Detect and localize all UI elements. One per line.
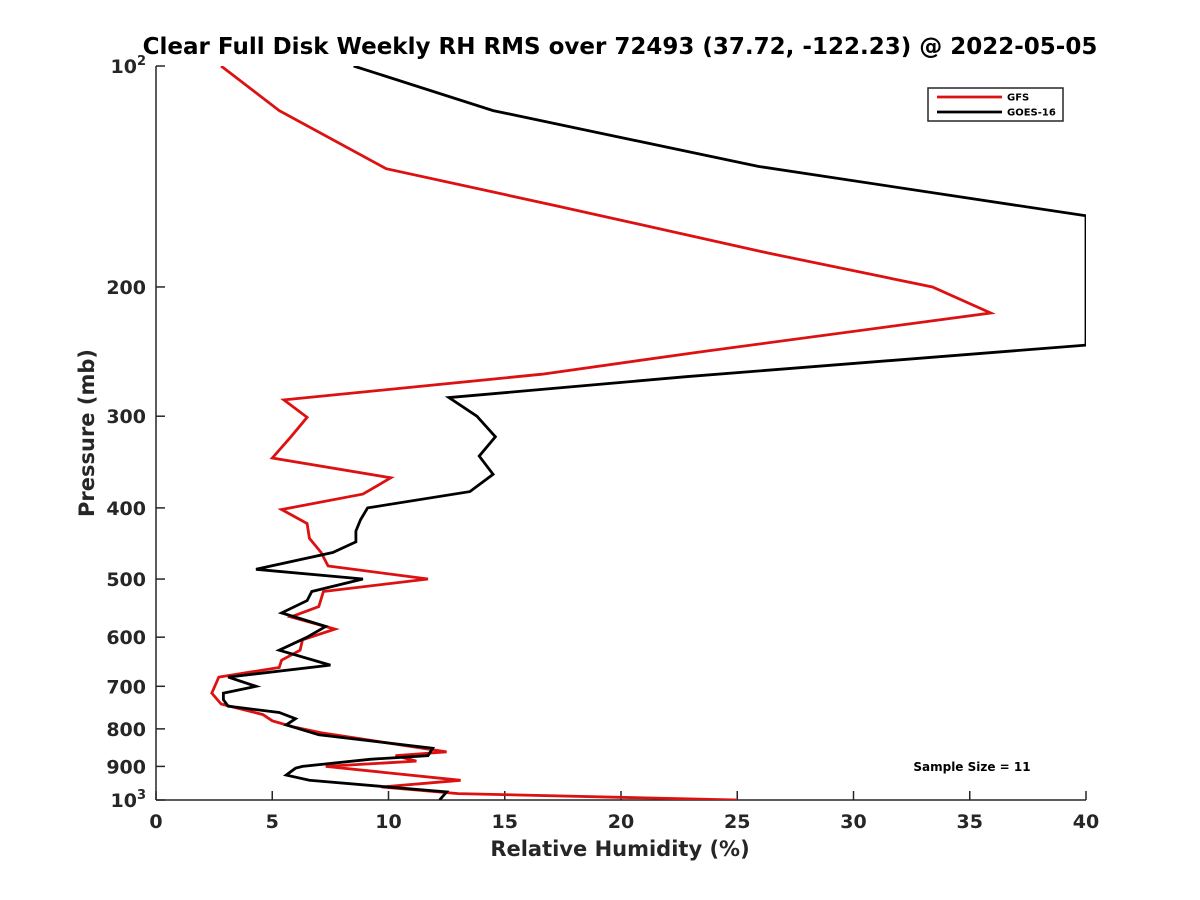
sample-size-annotation: Sample Size = 11: [913, 760, 1030, 774]
y-tick-label: 800: [106, 719, 146, 741]
y-tick-label: 200: [106, 277, 146, 299]
legend-label: GFS: [1007, 93, 1029, 104]
series-line-gfs: [210, 66, 996, 800]
x-tick-label: 5: [266, 811, 279, 833]
y-tick-label: 700: [106, 676, 146, 698]
y-tick-label: 400: [106, 498, 146, 520]
x-tick-label: 35: [957, 811, 983, 833]
legend-label: GOES-16: [1007, 108, 1056, 119]
y-tick-label: 300: [106, 406, 146, 428]
y-axis-label: Pressure (mb): [75, 349, 99, 517]
y-tick-label: 102: [111, 54, 147, 78]
legend-box: [927, 87, 1064, 122]
x-tick-label: 40: [1073, 811, 1099, 833]
y-tick-label: 900: [106, 756, 146, 778]
y-tick-label: 103: [111, 788, 147, 812]
x-tick-label: 0: [149, 811, 162, 833]
chart-title: Clear Full Disk Weekly RH RMS over 72493…: [143, 34, 1098, 60]
x-tick-label: 10: [375, 811, 401, 833]
legend: GFS GOES-16: [927, 87, 1064, 122]
x-tick-label: 20: [608, 811, 634, 833]
x-tick-label: 30: [840, 811, 866, 833]
y-tick-label: 600: [106, 627, 146, 649]
x-tick-label: 15: [492, 811, 518, 833]
plot-area: 0 5 10 15 20 25 30 35 40 102 200 300 400 500 600 700 800…: [106, 54, 1099, 833]
x-axis-label: Relative Humidity (%): [490, 837, 749, 861]
series-line-goes-16: [221, 66, 1086, 800]
x-tick-label: 25: [724, 811, 750, 833]
y-tick-label: 500: [106, 569, 146, 591]
